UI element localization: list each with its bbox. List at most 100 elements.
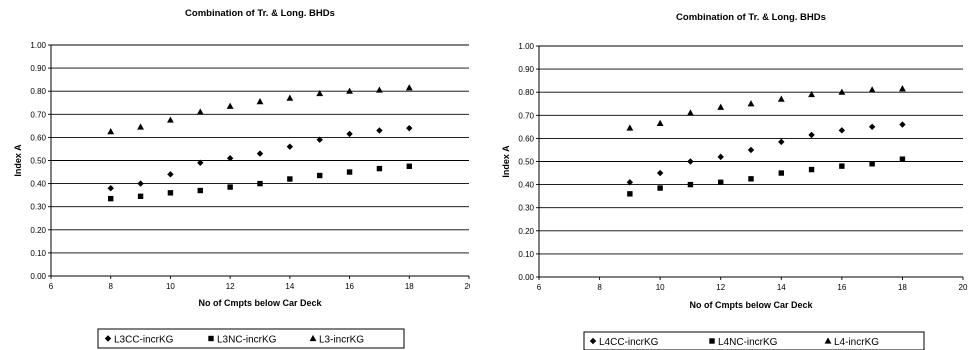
x-tick-label: 12 xyxy=(716,283,725,292)
data-point xyxy=(197,159,204,167)
y-tick-label: 1.00 xyxy=(30,41,46,50)
legend-marker xyxy=(589,337,597,345)
chart-right-svg: Combination of Tr. & Long. BHDs 0.00 0.10 0… xyxy=(501,12,968,350)
data-point xyxy=(868,123,876,131)
y-tick-label: 0.60 xyxy=(30,133,46,142)
data-point xyxy=(808,166,815,173)
y-tick-label: 0.00 xyxy=(518,273,534,282)
data-point xyxy=(747,100,755,107)
y-tick-label: 0.70 xyxy=(518,111,534,120)
chart-title: Combination of Tr. & Long. BHDs xyxy=(676,12,826,23)
legend-label: L3NC-incrKG xyxy=(217,335,277,346)
chart-left: Combination of Tr. & Long. BHDs 0.00 0.10 0… xyxy=(0,0,470,350)
data-point xyxy=(778,170,784,176)
y-tick-label: 0.80 xyxy=(30,87,46,96)
data-point xyxy=(316,136,323,143)
data-point xyxy=(899,85,906,92)
data-point xyxy=(747,146,755,154)
data-point xyxy=(406,124,413,132)
chart-left-svg: Combination of Tr. & Long. BHDs 0.00 0.10 0… xyxy=(13,8,470,349)
data-point xyxy=(838,127,846,134)
data-point xyxy=(656,119,664,126)
x-axis-label: No of Cmpts below Car Deck xyxy=(689,300,813,310)
data-point xyxy=(197,187,203,194)
data-point xyxy=(376,86,383,93)
y-tick-label: 0.80 xyxy=(518,88,534,97)
data-point xyxy=(227,184,233,190)
y-tick-label: 0.10 xyxy=(518,250,534,259)
x-tick-label: 10 xyxy=(656,283,665,292)
legend-marker xyxy=(104,335,112,342)
data-point xyxy=(899,121,906,128)
data-point xyxy=(868,86,876,93)
data-point xyxy=(687,181,694,188)
y-tick-label: 1.00 xyxy=(518,42,534,51)
data-point xyxy=(107,185,114,192)
chart-right: Combination of Tr. & Long. BHDs 0.00 0.10 0… xyxy=(489,0,979,350)
data-point xyxy=(687,109,694,116)
data-point xyxy=(687,158,694,165)
legend-marker xyxy=(309,334,317,342)
y-tick-label: 0.60 xyxy=(518,134,534,143)
data-point xyxy=(839,163,845,169)
data-point xyxy=(226,102,234,109)
x-tick-label: 20 xyxy=(959,283,968,292)
legend-marker xyxy=(709,338,715,344)
data-point xyxy=(717,153,724,161)
data-point xyxy=(748,176,754,182)
data-point xyxy=(286,94,294,101)
data-point xyxy=(257,180,263,187)
data-point xyxy=(718,179,724,185)
y-tick-label: 0.40 xyxy=(518,181,534,190)
data-point xyxy=(838,88,846,95)
data-point xyxy=(777,95,785,102)
data-point xyxy=(317,172,323,179)
series-0 xyxy=(107,124,413,192)
y-axis-label: Index A xyxy=(13,144,23,177)
data-point xyxy=(346,169,353,175)
y-tick-label: 0.20 xyxy=(30,226,46,235)
data-point xyxy=(627,191,633,197)
y-tick-label: 0.70 xyxy=(30,110,46,119)
data-point xyxy=(287,176,293,182)
legend-marker xyxy=(824,337,832,344)
data-point xyxy=(167,116,174,123)
data-point xyxy=(286,143,294,150)
data-point xyxy=(316,89,324,97)
y-tick-label: 0.40 xyxy=(30,180,46,189)
data-point xyxy=(107,128,115,135)
series-1 xyxy=(627,156,906,197)
chart-title: Combination of Tr. & Long. BHDs xyxy=(185,8,335,19)
x-tick-label: 16 xyxy=(345,282,354,291)
data-point xyxy=(657,185,663,191)
x-tick-label: 18 xyxy=(898,283,907,292)
series-1 xyxy=(108,163,412,202)
legend-marker xyxy=(208,335,214,342)
y-tick-label: 0.00 xyxy=(30,272,46,281)
y-tick-label: 0.10 xyxy=(30,249,46,258)
data-point xyxy=(899,156,906,162)
series-0 xyxy=(626,121,906,186)
data-point xyxy=(869,161,875,167)
y-tick-label: 0.50 xyxy=(30,157,46,166)
x-tick-label: 8 xyxy=(108,282,113,291)
data-point xyxy=(346,130,353,138)
data-point xyxy=(256,97,264,105)
x-tick-label: 14 xyxy=(777,283,786,292)
legend-label: L4-incrKG xyxy=(834,337,879,348)
y-tick-label: 0.30 xyxy=(30,203,46,212)
y-tick-label: 0.20 xyxy=(518,227,534,236)
data-point xyxy=(808,131,815,139)
data-point xyxy=(656,169,664,177)
data-point xyxy=(406,163,412,169)
legend-label: L3-incrKG xyxy=(319,335,364,346)
x-tick-label: 20 xyxy=(465,282,470,291)
y-tick-label: 0.30 xyxy=(518,204,534,213)
data-point xyxy=(346,87,353,94)
data-point xyxy=(137,193,144,200)
data-point xyxy=(626,124,634,131)
x-tick-label: 10 xyxy=(166,282,175,291)
data-point xyxy=(256,150,264,157)
y-tick-label: 0.50 xyxy=(518,158,534,167)
legend-box xyxy=(97,328,405,349)
